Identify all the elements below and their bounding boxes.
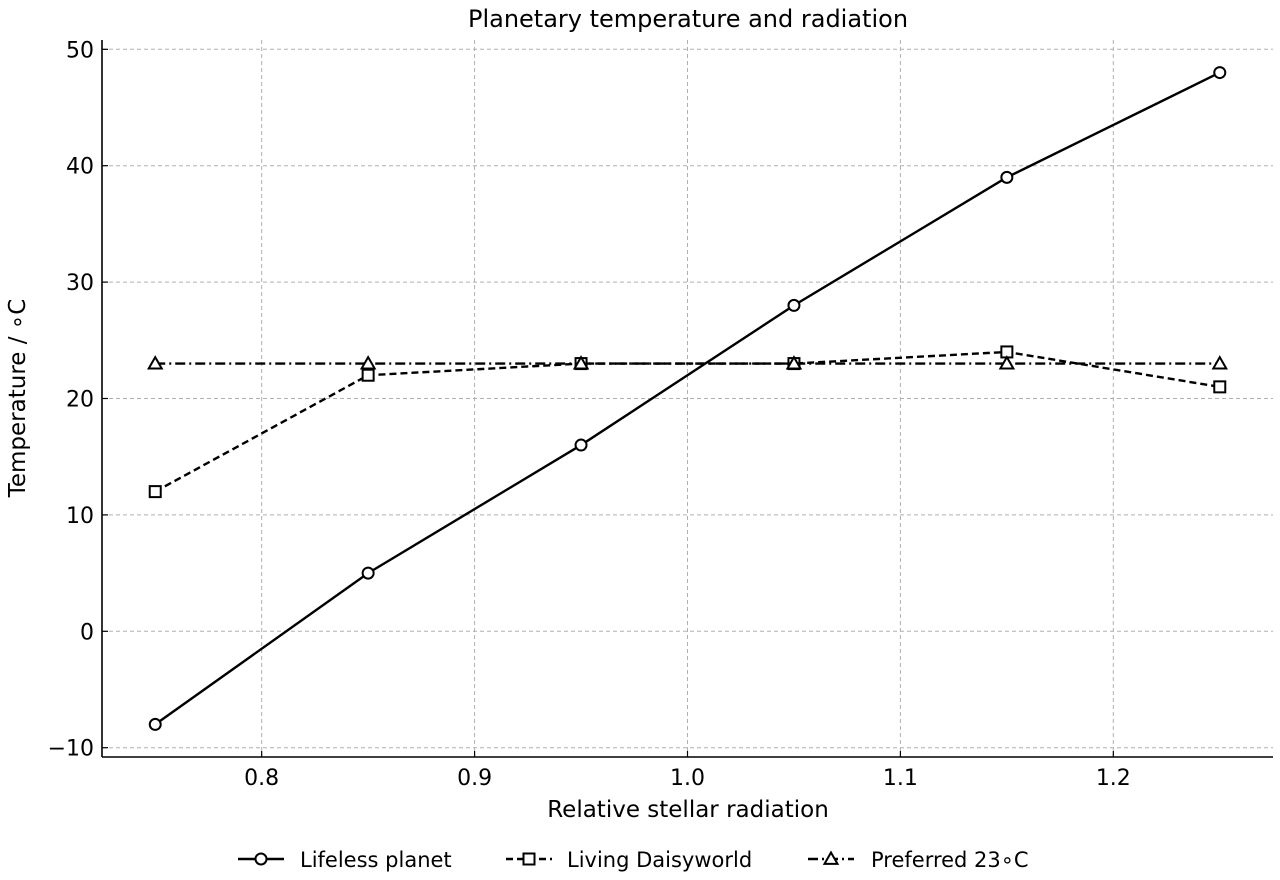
legend-label: Living Daisyworld — [567, 848, 752, 872]
x-tick-label: 1.2 — [1096, 766, 1131, 791]
x-tick-label: 0.9 — [457, 766, 492, 791]
data-point — [1213, 380, 1227, 394]
legend-marker — [254, 852, 268, 866]
data-point — [998, 355, 1016, 370]
y-tick-label: −10 — [48, 737, 94, 762]
data-point — [148, 485, 162, 499]
x-tick-label: 0.8 — [244, 766, 279, 791]
legend-marker — [822, 850, 840, 865]
y-axis-label: Temperature / ∘C — [5, 299, 31, 499]
data-point — [361, 368, 375, 382]
y-tick-label: 30 — [66, 271, 94, 296]
data-point — [572, 355, 590, 370]
y-tick-label: 20 — [66, 388, 94, 413]
y-tick-label: 0 — [80, 620, 94, 645]
x-tick-label: 1.0 — [670, 766, 705, 791]
legend-item: Lifeless planet — [238, 848, 452, 872]
series-circle — [148, 66, 1227, 731]
legend: Lifeless planet Living Daisyworld Preferre… — [238, 848, 1029, 872]
series — [147, 66, 1228, 731]
legend-label: Lifeless planet — [300, 848, 452, 872]
data-point — [574, 438, 588, 452]
data-point — [785, 355, 803, 370]
data-point — [787, 298, 801, 312]
data-point — [1213, 66, 1227, 80]
ticks: 0.8 0.9 1.0 1.1 1.2 −10 0 10 20 30 40 50 — [48, 38, 1131, 791]
series-triangle — [147, 355, 1228, 370]
y-tick-label: 40 — [66, 155, 94, 180]
chart-title: Planetary temperature and radiation — [468, 5, 908, 33]
y-tick-label: 50 — [66, 38, 94, 63]
series-line — [154, 71, 1221, 726]
data-point — [1211, 355, 1228, 370]
x-tick-label: 1.1 — [883, 766, 918, 791]
y-tick-label: 10 — [66, 504, 94, 529]
data-point — [359, 355, 377, 370]
series-line — [154, 350, 1220, 493]
data-point — [147, 355, 164, 370]
legend-item: Living Daisyworld — [506, 848, 752, 872]
legend-item: Preferred 23∘C — [808, 848, 1029, 872]
legend-marker — [522, 852, 536, 866]
data-point — [361, 566, 375, 580]
grid — [102, 40, 1273, 757]
data-point — [148, 717, 162, 731]
x-axis-label: Relative stellar radiation — [547, 797, 829, 823]
legend-label: Preferred 23∘C — [871, 848, 1029, 872]
data-point — [1000, 170, 1014, 184]
